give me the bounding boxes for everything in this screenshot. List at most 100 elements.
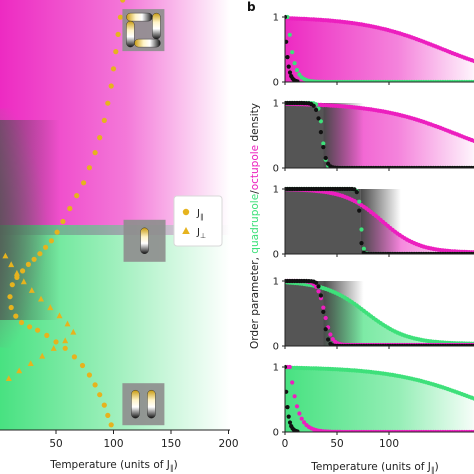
boundary-point-parallel bbox=[35, 327, 41, 333]
boundary-point-parallel bbox=[120, 0, 126, 3]
y-tick-label: 1 bbox=[273, 185, 279, 196]
boundary-point-parallel bbox=[117, 14, 123, 20]
ordered-point bbox=[326, 337, 331, 342]
secondary-point bbox=[323, 315, 328, 321]
boundary-point-perp bbox=[8, 261, 15, 268]
x-tick-label: 150 bbox=[161, 438, 181, 450]
orbital-rod bbox=[131, 390, 140, 419]
ordered-point bbox=[323, 327, 328, 332]
ordered-point bbox=[471, 251, 474, 254]
boundary-point-parallel bbox=[27, 324, 33, 330]
secondary-point bbox=[357, 199, 362, 204]
ordered-point bbox=[321, 309, 326, 314]
boundary-point-parallel bbox=[25, 261, 31, 267]
legend-triangle-marker bbox=[182, 227, 190, 234]
boundary-point-parallel bbox=[44, 332, 50, 338]
x-axis-label-order: Temperature (units of J∥) bbox=[310, 461, 439, 474]
y-tick-label: 0 bbox=[273, 428, 279, 439]
boundary-point-parallel bbox=[71, 354, 77, 360]
secondary-point bbox=[290, 380, 295, 385]
boundary-point-parallel bbox=[79, 362, 86, 369]
ordered-point bbox=[285, 14, 288, 20]
y-tick-label: 0 bbox=[273, 342, 279, 353]
boundary-point-parallel bbox=[9, 282, 15, 288]
phase-boundary-markers bbox=[2, 0, 126, 428]
secondary-point bbox=[330, 337, 335, 342]
primary-point bbox=[471, 396, 474, 401]
boundary-point-perp bbox=[5, 375, 12, 381]
ordered-point bbox=[285, 405, 290, 410]
boundary-point-parallel bbox=[81, 180, 87, 186]
boundary-point-parallel bbox=[53, 339, 59, 345]
ordered-point bbox=[287, 70, 293, 75]
ordered-point bbox=[314, 280, 319, 285]
primary-point bbox=[471, 138, 474, 143]
boundary-point-perp bbox=[39, 352, 46, 359]
order-area-fill bbox=[285, 367, 474, 432]
boundary-point-parallel bbox=[86, 372, 92, 378]
ordered-point bbox=[314, 107, 319, 112]
boundary-point-perp bbox=[20, 278, 27, 285]
y-tick-label: 1 bbox=[273, 277, 279, 288]
octupole-inset bbox=[122, 9, 165, 52]
ordered-point bbox=[286, 414, 291, 419]
y-tick-label: 0 bbox=[273, 250, 279, 261]
boundary-point-parallel bbox=[20, 268, 26, 274]
boundary-point-parallel bbox=[92, 382, 98, 388]
boundary-point-parallel bbox=[54, 229, 60, 235]
x-axis-label-phase: Temperature (units of J∥) bbox=[49, 459, 178, 473]
secondary-point bbox=[318, 119, 323, 124]
y-tick-label: 1 bbox=[273, 99, 279, 110]
boundary-point-parallel bbox=[18, 319, 25, 326]
legend-label-parallel: J∥ bbox=[196, 208, 203, 221]
ordered-point bbox=[285, 55, 290, 60]
quadrupole-inset bbox=[123, 219, 166, 262]
secondary-point bbox=[321, 305, 326, 310]
legend-circle-marker bbox=[182, 208, 190, 216]
orbital-rod bbox=[126, 12, 153, 22]
boundary-point-parallel bbox=[7, 294, 13, 300]
boundary-point-parallel bbox=[43, 244, 49, 250]
ordered-point bbox=[286, 64, 291, 69]
x-axis-phase: 50 100 150 200 bbox=[0, 429, 239, 450]
boundary-point-perp bbox=[64, 320, 71, 327]
ordered-phase-band bbox=[285, 103, 324, 168]
secondary-point bbox=[361, 246, 366, 251]
ordered-point bbox=[354, 190, 359, 195]
y-tick-label: 1 bbox=[273, 13, 279, 24]
boundary-point-parallel bbox=[101, 402, 107, 408]
boundary-point-parallel bbox=[101, 117, 107, 123]
ordered-point bbox=[295, 79, 300, 82]
boundary-point-parallel bbox=[13, 313, 19, 319]
boundary-point-perp bbox=[16, 367, 23, 374]
boundary-point-parallel bbox=[97, 392, 103, 398]
boundary-point-perp bbox=[38, 295, 44, 302]
secondary-point bbox=[297, 411, 302, 416]
ordered-point bbox=[311, 103, 316, 108]
orbital-rod bbox=[140, 227, 149, 255]
ordered-point bbox=[321, 145, 326, 150]
boundary-point-perp bbox=[56, 312, 63, 319]
boundary-point-perp bbox=[70, 328, 77, 335]
order-subpanel: 0 1 0 50 100 bbox=[273, 363, 474, 450]
secondary-point bbox=[302, 420, 307, 425]
x-tick-label: 0 bbox=[282, 438, 289, 450]
boundary-point-perp bbox=[2, 252, 9, 259]
ordered-point bbox=[285, 39, 289, 44]
boundary-point-perp bbox=[47, 304, 54, 311]
ordered-phase-fade bbox=[323, 103, 364, 168]
boundary-point-parallel bbox=[92, 150, 98, 156]
boundary-point-parallel bbox=[86, 165, 92, 171]
ordered-point bbox=[352, 187, 357, 192]
secondary-point bbox=[316, 289, 321, 294]
boundary-point-perp bbox=[13, 269, 20, 276]
orbital-rod bbox=[134, 38, 161, 48]
ordered-point bbox=[323, 155, 328, 161]
orbital-rod bbox=[147, 390, 156, 419]
boundary-point-perp bbox=[27, 360, 34, 366]
x-tick-label: 50 bbox=[49, 438, 62, 450]
boundary-point-parallel bbox=[105, 412, 111, 418]
phase-diagram-panel: J∥ J⊥ 50 100 150 200 Temperature (units of … bbox=[0, 0, 239, 473]
boundary-point-parallel bbox=[37, 251, 43, 257]
secondary-point bbox=[290, 50, 295, 55]
